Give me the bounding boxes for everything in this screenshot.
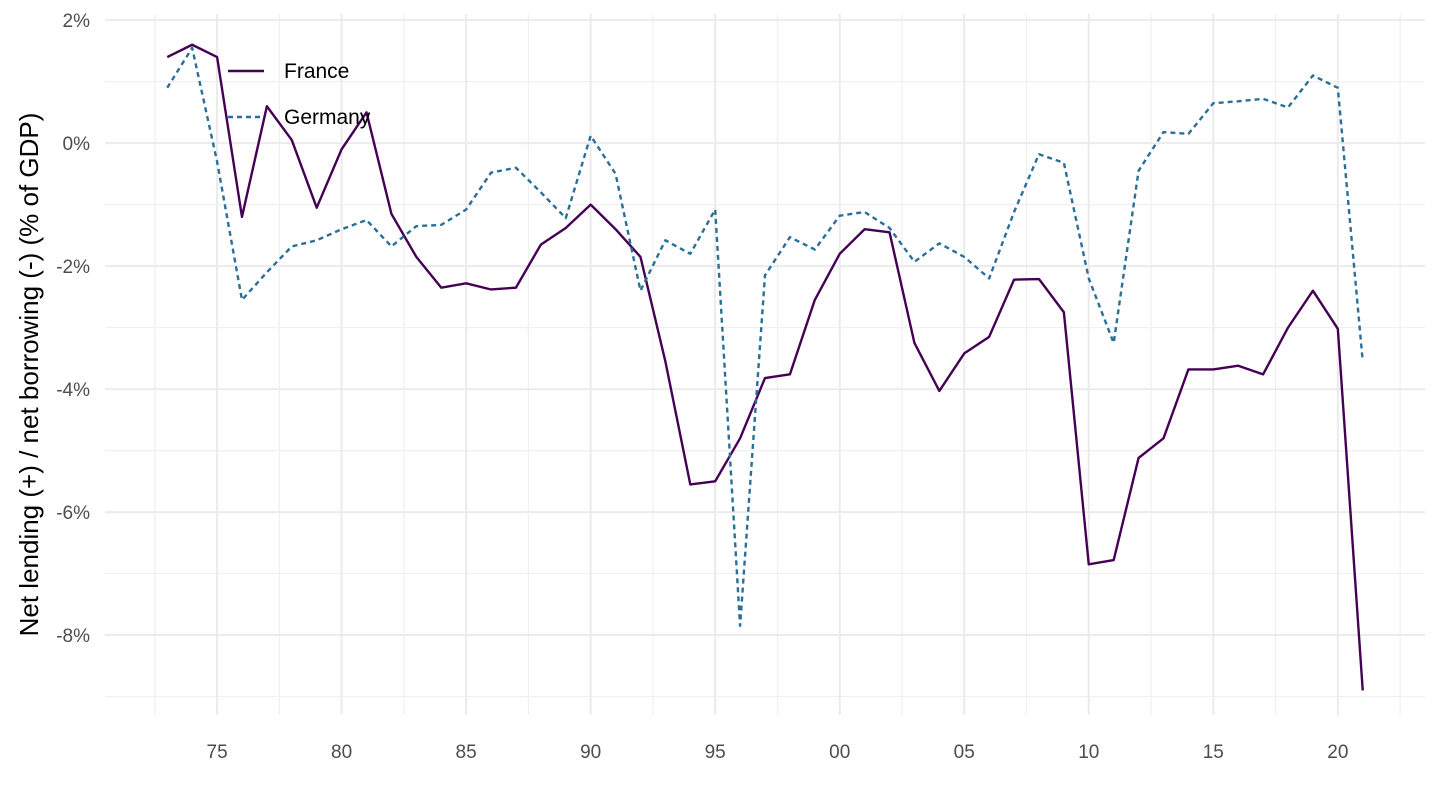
x-tick-label: 20 bbox=[1327, 742, 1348, 763]
y-tick-label: 0% bbox=[63, 134, 91, 155]
series-lines bbox=[166, 43, 1364, 691]
minor-gridlines bbox=[105, 14, 1425, 715]
x-tick-label: 00 bbox=[829, 742, 850, 763]
x-tick-label: 15 bbox=[1203, 742, 1224, 763]
x-tick-label: 75 bbox=[207, 742, 228, 763]
series-line-germany bbox=[166, 46, 1364, 628]
x-tick-label: 10 bbox=[1078, 742, 1099, 763]
y-tick-label: 2% bbox=[63, 11, 91, 32]
legend-item-germany: Germany bbox=[228, 106, 371, 129]
y-tick-label: -6% bbox=[56, 503, 90, 524]
x-tick-label: 95 bbox=[705, 742, 726, 763]
x-axis-tick-labels: 75 80 85 90 95 00 05 10 15 20 bbox=[207, 742, 1349, 763]
major-gridlines bbox=[105, 14, 1425, 715]
x-tick-label: 90 bbox=[580, 742, 601, 763]
y-axis-tick-labels: 2% 0% -2% -4% -6% -8% bbox=[56, 11, 90, 647]
y-tick-label: -4% bbox=[56, 380, 90, 401]
legend: France Germany bbox=[228, 60, 371, 129]
legend-label: France bbox=[284, 60, 349, 83]
y-tick-label: -2% bbox=[56, 257, 90, 278]
series-line-france bbox=[166, 43, 1364, 691]
x-tick-label: 80 bbox=[331, 742, 352, 763]
x-tick-label: 85 bbox=[456, 742, 477, 763]
y-tick-label: -8% bbox=[56, 626, 90, 647]
x-tick-label: 05 bbox=[954, 742, 975, 763]
y-axis-title: Net lending (+) / net borrowing (-) (% o… bbox=[14, 113, 44, 637]
legend-item-france: France bbox=[228, 60, 349, 83]
legend-label: Germany bbox=[284, 106, 371, 129]
